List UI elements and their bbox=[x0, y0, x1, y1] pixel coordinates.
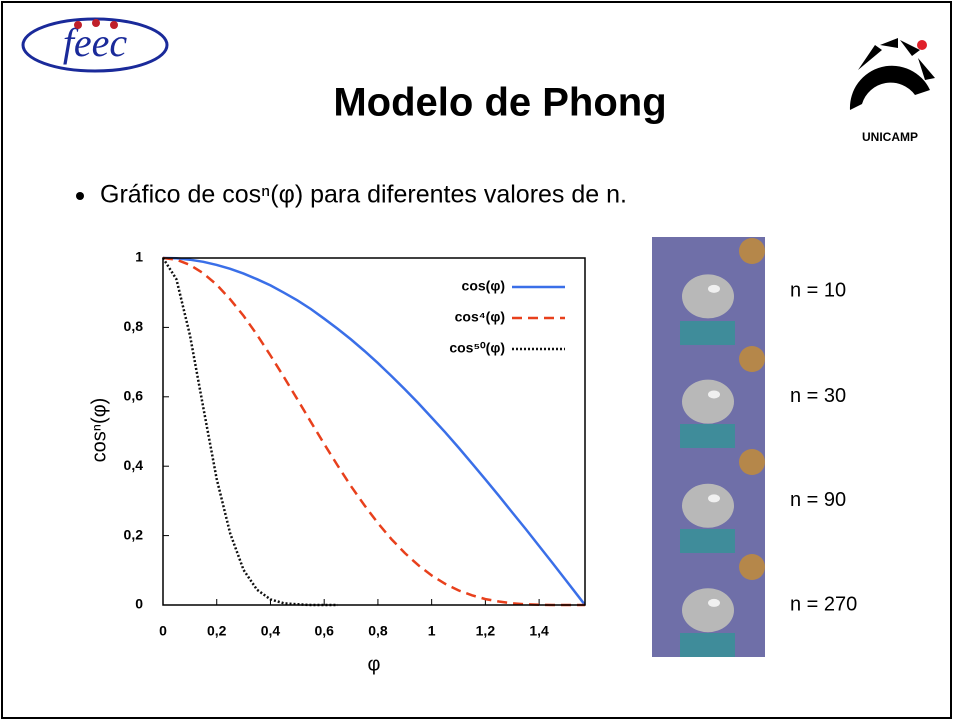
y-axis-title: cosⁿ(φ) bbox=[88, 398, 110, 463]
legend-label: cos⁴(φ) bbox=[455, 309, 505, 325]
teapot-highlight bbox=[708, 494, 720, 502]
bullet-text: Gráfico de cosⁿ(φ) para diferentes valor… bbox=[100, 181, 627, 209]
teapot-stand bbox=[680, 633, 735, 657]
teapot-highlight bbox=[708, 390, 720, 398]
y-tick-label: 0,6 bbox=[124, 388, 144, 404]
y-tick-label: 0,2 bbox=[124, 526, 144, 542]
teapot-highlight bbox=[708, 285, 720, 293]
fruit bbox=[739, 449, 765, 475]
y-tick-label: 1 bbox=[135, 249, 143, 265]
y-tick-label: 0,4 bbox=[124, 457, 144, 473]
bullet-dot bbox=[76, 192, 84, 200]
image-label: n = 90 bbox=[790, 489, 846, 511]
y-tick-label: 0 bbox=[135, 596, 143, 612]
x-tick-label: 0 bbox=[159, 623, 167, 639]
teapot-highlight bbox=[708, 599, 720, 607]
legend-label: cos(φ) bbox=[462, 278, 505, 294]
teapot-stand bbox=[680, 424, 735, 448]
x-axis-title: φ bbox=[368, 653, 381, 675]
image-label: n = 30 bbox=[790, 385, 846, 407]
teapot-stand bbox=[680, 321, 735, 345]
slide-title: Modelo de Phong bbox=[333, 81, 666, 125]
fruit bbox=[739, 238, 765, 264]
legend-label: cos⁵⁰(φ) bbox=[449, 340, 505, 356]
x-tick-label: 0,8 bbox=[368, 623, 388, 639]
x-tick-label: 1 bbox=[428, 623, 436, 639]
logo-left-text: feec bbox=[63, 20, 128, 65]
teapot-body bbox=[682, 380, 734, 424]
x-tick-label: 1,4 bbox=[529, 623, 549, 639]
logo-right-text: UNICAMP bbox=[862, 130, 918, 144]
y-tick-label: 0,8 bbox=[124, 318, 144, 334]
x-tick-label: 0,6 bbox=[314, 623, 334, 639]
fruit bbox=[739, 554, 765, 580]
slide: feec UNICAMP Modelo de Phong Gráfico de … bbox=[0, 0, 953, 720]
teapot-body bbox=[682, 484, 734, 528]
fruit bbox=[739, 346, 765, 372]
x-tick-label: 0,4 bbox=[261, 623, 281, 639]
teapot-stand bbox=[680, 529, 735, 553]
teapot-body bbox=[682, 588, 734, 632]
teapot-body bbox=[682, 274, 734, 318]
image-label: n = 10 bbox=[790, 279, 846, 301]
x-tick-label: 1,2 bbox=[476, 623, 496, 639]
image-label: n = 270 bbox=[790, 593, 857, 615]
x-tick-label: 0,2 bbox=[207, 623, 227, 639]
